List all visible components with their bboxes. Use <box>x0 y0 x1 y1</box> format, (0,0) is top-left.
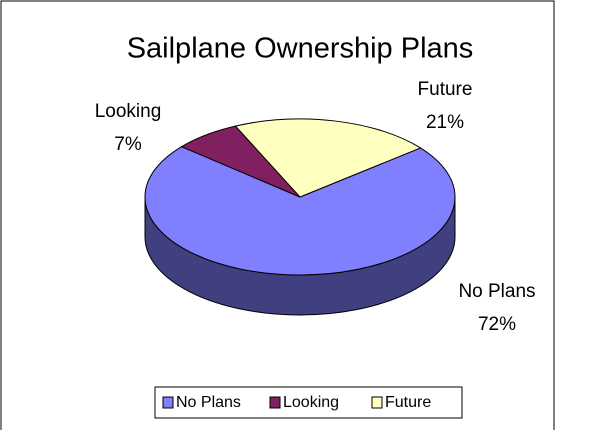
value-label: 7% <box>114 134 142 155</box>
labels: No Plans 72% Looking 7% Future 21% <box>95 79 536 335</box>
legend-label: No Plans <box>176 394 241 411</box>
legend-label: Looking <box>283 394 339 411</box>
slice-label: No Plans <box>458 281 535 302</box>
chart-title: Sailplane Ownership Plans <box>127 33 474 65</box>
slice-label: Future <box>418 79 473 100</box>
legend-swatch <box>162 396 174 409</box>
slice <box>144 146 456 276</box>
slice <box>234 118 422 198</box>
value-label: 21% <box>426 112 464 133</box>
legend: No Plans Looking Future <box>162 394 431 411</box>
pie <box>144 118 456 316</box>
legend-label: Future <box>385 394 431 411</box>
legend-swatch <box>371 396 383 409</box>
value-label: 72% <box>478 314 516 335</box>
legend-swatch <box>269 396 281 409</box>
legend-box <box>154 386 463 419</box>
slice-label: Looking <box>95 101 162 122</box>
